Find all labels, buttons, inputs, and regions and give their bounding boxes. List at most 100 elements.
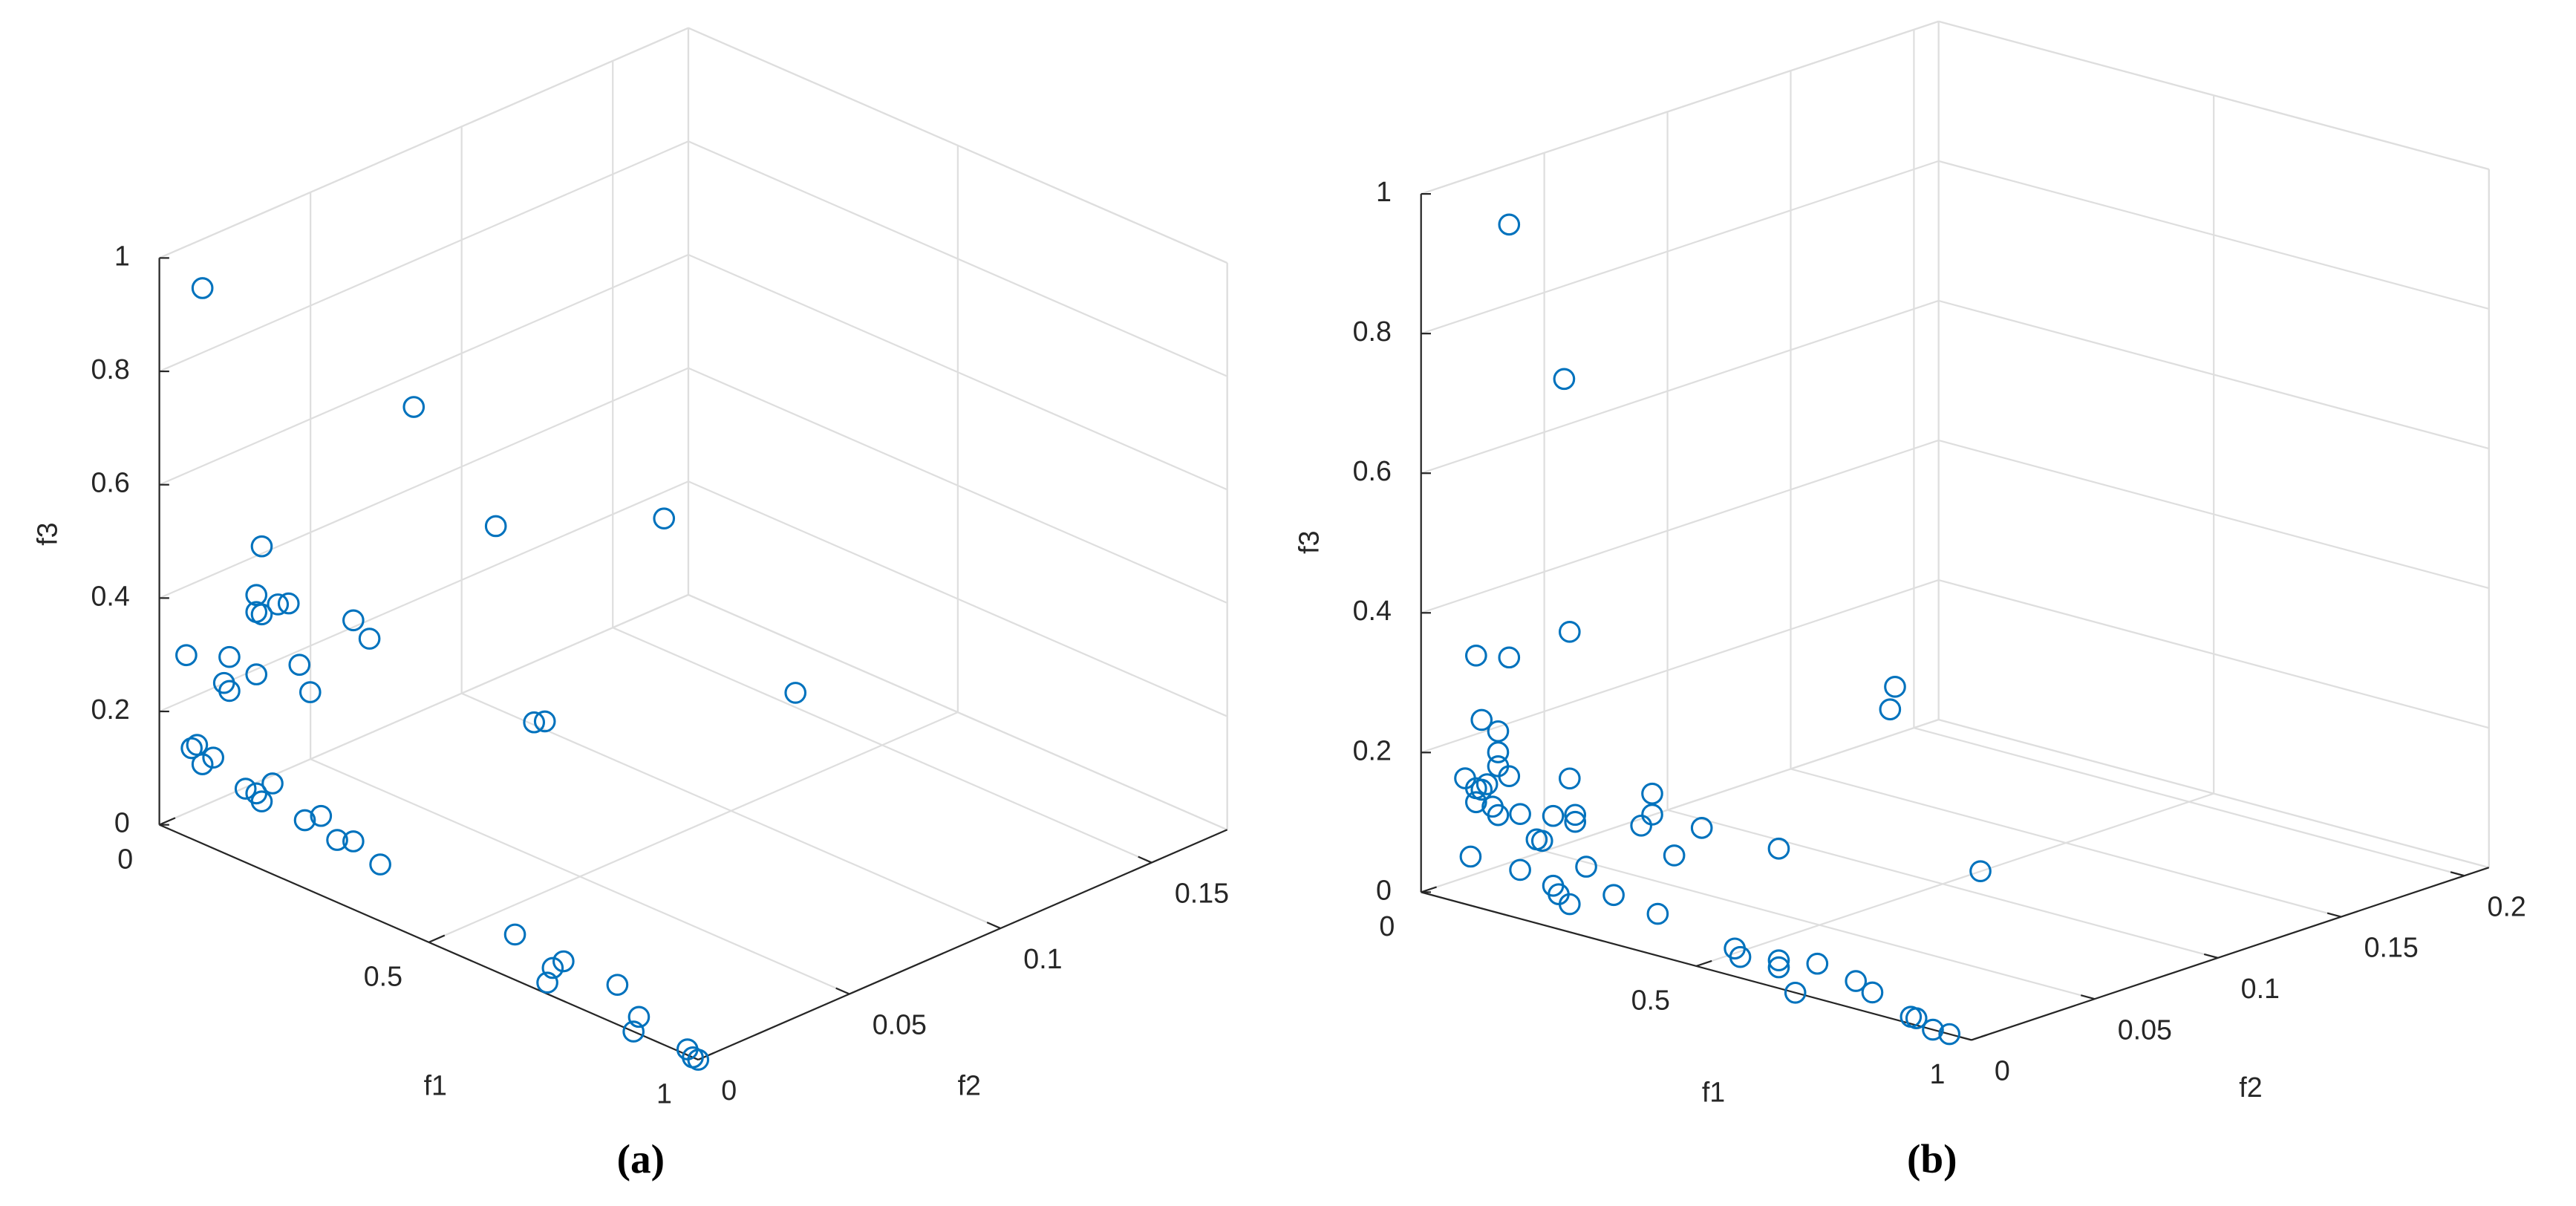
y-axis-label: f2 bbox=[2239, 1072, 2262, 1103]
data-point bbox=[1498, 646, 1521, 669]
data-point bbox=[1905, 1007, 1928, 1030]
data-point bbox=[402, 396, 425, 418]
data-point bbox=[358, 628, 381, 650]
x-axis bbox=[1421, 891, 1972, 1041]
grid-line bbox=[461, 692, 1001, 930]
data-point bbox=[1663, 844, 1686, 867]
data-point bbox=[267, 593, 290, 616]
data-point bbox=[1861, 981, 1884, 1004]
data-point bbox=[1470, 708, 1493, 731]
data-point bbox=[202, 746, 224, 769]
grid-line bbox=[1421, 439, 1939, 614]
data-point bbox=[261, 772, 284, 795]
grid-line bbox=[428, 711, 959, 943]
tick-mark bbox=[697, 1052, 715, 1061]
z-tick-label: 0.2 bbox=[1353, 734, 1392, 766]
data-point bbox=[1630, 814, 1652, 837]
data-point bbox=[250, 790, 273, 813]
z-tick-label: 0.4 bbox=[1353, 595, 1392, 626]
grid-line bbox=[1667, 809, 2218, 959]
data-point bbox=[1879, 698, 1902, 721]
z-tick-label: 0.6 bbox=[1353, 455, 1392, 486]
y-tick-label: 0.15 bbox=[1175, 878, 1229, 909]
grid-line bbox=[159, 253, 689, 486]
data-point bbox=[1784, 981, 1807, 1004]
data-point bbox=[1564, 810, 1587, 833]
x-tick-label: 1 bbox=[1930, 1058, 1946, 1089]
data-point bbox=[1487, 720, 1510, 743]
data-point bbox=[653, 507, 676, 529]
data-point bbox=[1509, 803, 1531, 826]
x-axis-label: f1 bbox=[1702, 1076, 1725, 1107]
data-point bbox=[1558, 893, 1581, 916]
y-tick-label: 0.1 bbox=[1023, 943, 1062, 974]
data-point bbox=[1969, 860, 1992, 882]
data-point bbox=[1938, 1023, 1961, 1046]
grid-line bbox=[1421, 719, 1939, 893]
data-point bbox=[503, 923, 526, 946]
caption: (b) bbox=[1907, 1136, 1957, 1181]
grid-line bbox=[1695, 792, 2214, 967]
data-point bbox=[1806, 952, 1829, 975]
grid-line bbox=[612, 627, 1152, 864]
data-point bbox=[1487, 754, 1510, 778]
z-tick-label: 0.6 bbox=[91, 467, 129, 498]
z-tick-label: 0.8 bbox=[91, 353, 129, 385]
grid-line bbox=[1938, 20, 2490, 171]
tick-mark bbox=[1971, 1034, 1988, 1041]
data-point bbox=[1845, 970, 1868, 992]
tick-mark bbox=[428, 934, 446, 943]
grid-line bbox=[159, 367, 689, 599]
data-point bbox=[218, 679, 241, 703]
data-point bbox=[484, 515, 507, 538]
z-tick-label: 0.4 bbox=[91, 580, 129, 611]
data-point bbox=[1509, 858, 1531, 881]
grid-line bbox=[159, 27, 689, 259]
data-point bbox=[1641, 804, 1663, 826]
grid-line bbox=[1421, 299, 1939, 475]
grid-line bbox=[1421, 20, 1939, 195]
data-point bbox=[1767, 949, 1790, 972]
data-point bbox=[1464, 644, 1487, 667]
grid-line bbox=[159, 480, 689, 713]
grid-line bbox=[1790, 768, 2341, 918]
y-tick-label: 0.15 bbox=[2364, 932, 2419, 963]
data-point bbox=[342, 609, 365, 632]
data-point bbox=[687, 1049, 710, 1071]
data-point bbox=[1542, 804, 1565, 827]
data-point bbox=[1487, 804, 1510, 827]
z-tick-label: 0.8 bbox=[1353, 316, 1392, 347]
data-point bbox=[310, 804, 333, 827]
y-axis bbox=[697, 829, 1228, 1061]
data-point bbox=[288, 653, 311, 677]
data-point bbox=[1558, 767, 1581, 790]
tick-mark bbox=[684, 1053, 699, 1061]
tick-mark bbox=[2203, 953, 2218, 959]
data-point bbox=[1487, 741, 1510, 763]
data-point bbox=[1641, 782, 1663, 805]
x-tick-label: 0 bbox=[117, 843, 133, 874]
data-point bbox=[293, 809, 316, 832]
tick-mark bbox=[2080, 994, 2096, 1000]
data-point bbox=[1575, 855, 1597, 878]
data-point bbox=[1470, 778, 1493, 801]
data-point bbox=[245, 601, 268, 623]
data-point bbox=[1729, 945, 1752, 968]
tick-mark bbox=[1695, 959, 1712, 967]
data-point bbox=[533, 710, 556, 733]
tick-mark bbox=[1138, 855, 1152, 864]
y-tick-label: 0.1 bbox=[2241, 973, 2280, 1004]
data-point bbox=[606, 974, 629, 996]
data-point bbox=[1553, 368, 1576, 391]
data-point bbox=[218, 645, 241, 668]
z-tick-label: 0.2 bbox=[91, 694, 129, 725]
grid-line bbox=[1421, 578, 1939, 754]
data-point bbox=[1922, 1018, 1944, 1041]
z-tick-label: 1 bbox=[114, 240, 130, 271]
grid-line bbox=[310, 758, 850, 995]
tick-mark bbox=[986, 922, 1001, 930]
data-point bbox=[191, 753, 214, 775]
data-point bbox=[191, 277, 214, 299]
